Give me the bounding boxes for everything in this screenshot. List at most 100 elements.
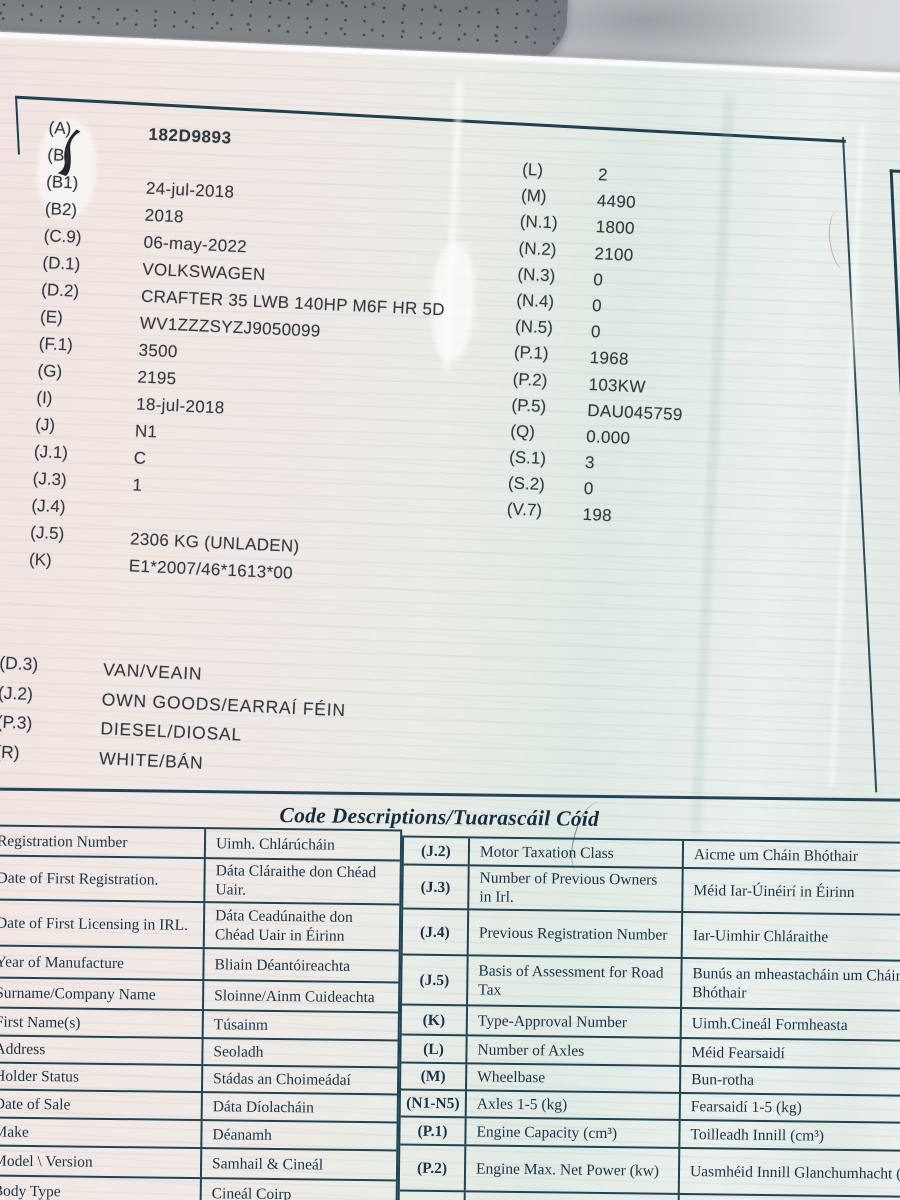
label-english: Number of Previous Owners in Irl. xyxy=(467,866,682,911)
label-irish: Dáta Díolacháin xyxy=(200,1093,397,1122)
label-english: Make xyxy=(0,1123,29,1141)
label-irish: Uimh. Chlárúcháin xyxy=(203,829,401,860)
field-code: (B) xyxy=(47,145,71,166)
label-irish: Dáta Cláraithe don Chéad Uair. xyxy=(203,859,400,904)
label-english: Engine Max. Net Power (kw) xyxy=(463,1146,679,1193)
label-english: Fuel/Power Source xyxy=(463,1192,678,1200)
field-value: 103KW xyxy=(588,374,647,397)
field-code: (D.3) xyxy=(0,652,39,675)
field-code: (S.1) xyxy=(508,447,547,469)
field-value: 198 xyxy=(582,505,613,526)
adjacent-panel-border xyxy=(889,169,900,569)
label-irish: Aicme um Cháin Bhóthair xyxy=(681,840,900,871)
field-code: (D.1) xyxy=(42,253,81,274)
field-code: (E) xyxy=(39,307,64,328)
label-irish: Dáta Ceadúnaithe don Chéad Uair in Éirin… xyxy=(202,903,400,950)
field-code: (I) xyxy=(35,387,53,408)
field-value: 2195 xyxy=(137,367,177,389)
code-table-left: Registration Number Uimh. Chlárúcháin Date… xyxy=(0,824,403,1200)
table-row: Registration Number Uimh. Chlárúcháin xyxy=(0,826,401,860)
field-code: (N.1) xyxy=(519,212,559,233)
label-english: Motor Taxation Class xyxy=(467,838,683,867)
code-table-right: (J.2) Motor Taxation Class Aicme um Cháin … xyxy=(397,835,900,1200)
table-row: Holder Status Stádas an Choimeádaí xyxy=(0,1061,398,1094)
vehicle-category-fields: (D.3) VAN/VEAIN (J.2) OWN GOODS/EARRAÍ FÉIN… xyxy=(0,653,348,787)
field-code: (K) xyxy=(422,1011,446,1029)
field-code: (P.3) xyxy=(0,711,33,734)
label-english: Basis of Assessment for Road Tax xyxy=(466,956,681,1007)
field-value: VAN/VEAIN xyxy=(102,659,203,684)
label-irish: Déanamh xyxy=(200,1121,397,1150)
data-box-left-border xyxy=(15,96,20,155)
field-value: N1 xyxy=(134,421,158,442)
field-code: (M) xyxy=(520,185,547,207)
label-english: Surname/Company Name xyxy=(0,984,156,1004)
table-row: (J.3) Number of Previous Owners in Irl. Mé… xyxy=(403,863,900,915)
label-irish: Cineál Coirp xyxy=(199,1179,396,1200)
table-row: Date of First Licensing in IRL. Dáta Cead… xyxy=(0,898,400,950)
label-english: Engine Capacity (cm³) xyxy=(464,1118,679,1147)
field-code: (M) xyxy=(420,1067,446,1086)
field-code: (B2) xyxy=(44,199,78,220)
field-code: (J) xyxy=(34,414,56,435)
field-value: 0 xyxy=(592,269,604,290)
field-code: (J.2) xyxy=(420,842,451,860)
field-value: 0 xyxy=(583,479,595,499)
vehicle-fields-right-column: (L) 2 (M) 4490 (N.1) 1800 (N.2) 2100 (N.3) 0 (N.4)… xyxy=(506,160,694,534)
table-row: Date of Sale Dáta Díolacháin xyxy=(0,1088,397,1122)
table-row: Address Seoladh xyxy=(0,1034,398,1067)
table-row: Year of Manufacture Bliain Déantóireachta xyxy=(0,944,399,982)
field-value: 1 xyxy=(132,475,143,495)
table-row: Date of First Registration. Dáta Cláraith… xyxy=(0,854,400,904)
field-code: (A) xyxy=(48,118,72,139)
label-english: Body Type xyxy=(0,1182,61,1200)
field-value: E1*2007/46*1613*00 xyxy=(128,556,294,583)
table-row: Surname/Company Name Sloinne/Ainm Cuideac… xyxy=(0,976,399,1012)
field-code: (V.7) xyxy=(506,499,543,521)
field-value: 2306 KG (UNLADEN) xyxy=(129,529,300,557)
label-english: Model \ Version xyxy=(0,1152,93,1171)
field-code: (J.5) xyxy=(419,971,450,989)
field-value: 182D9893 xyxy=(148,124,233,148)
field-value: C xyxy=(133,448,147,468)
field-code: (J.4) xyxy=(31,495,66,517)
field-code: (N1-N5) xyxy=(406,1094,460,1113)
table-row: Model \ Version Samhail & Cineál xyxy=(0,1144,397,1180)
field-value: 3500 xyxy=(138,340,179,362)
field-value: 2 xyxy=(597,165,609,185)
label-english: Date of Sale xyxy=(0,1095,71,1113)
paper-crease xyxy=(690,94,735,835)
field-value: 0 xyxy=(591,295,603,316)
label-english: Year of Manufacture xyxy=(0,953,125,972)
section-divider-rule xyxy=(0,787,900,802)
field-value: VOLKSWAGEN xyxy=(141,259,266,285)
field-code: (R) xyxy=(0,740,21,763)
label-irish: Breosla/Foinse Cumhachta xyxy=(677,1194,900,1200)
label-irish: Uimh.Cineál Formheasta xyxy=(679,1008,900,1041)
ink-blot xyxy=(55,127,84,185)
field-code: (L) xyxy=(521,159,544,180)
label-irish: Fearsaidí 1-5 (kg) xyxy=(678,1093,900,1123)
field-code: (P.5) xyxy=(511,395,547,416)
label-irish: Stádas an Choimeádaí xyxy=(200,1066,398,1094)
field-code: (J.3) xyxy=(420,878,451,896)
label-english: Number of Axles xyxy=(465,1036,680,1065)
field-code: (P.1) xyxy=(513,342,550,364)
field-code: (J.1) xyxy=(33,441,69,463)
field-value: DAU045759 xyxy=(586,400,684,424)
field-code: (J.4) xyxy=(419,923,450,941)
table-row: (J.5) Basis of Assessment for Road Tax Bun… xyxy=(402,953,900,1011)
field-code: (D.2) xyxy=(40,280,80,301)
label-english: Holder Status xyxy=(0,1067,80,1086)
field-value: 2018 xyxy=(144,205,185,227)
field-code: (P.2) xyxy=(416,1159,448,1177)
field-code: (P.3) xyxy=(399,1192,463,1200)
table-row: (J.4) Previous Registration Number Iar-Uim… xyxy=(402,907,900,961)
field-code: (F.1) xyxy=(38,334,74,355)
field-code: (G) xyxy=(37,360,63,382)
table-row: (P.2) Engine Max. Net Power (kw) Uasmhéid … xyxy=(399,1143,900,1197)
label-irish: Seoladh xyxy=(201,1039,398,1067)
field-code: (N.5) xyxy=(514,316,554,338)
field-value: 1800 xyxy=(595,217,636,239)
field-code: (S.2) xyxy=(507,473,546,495)
